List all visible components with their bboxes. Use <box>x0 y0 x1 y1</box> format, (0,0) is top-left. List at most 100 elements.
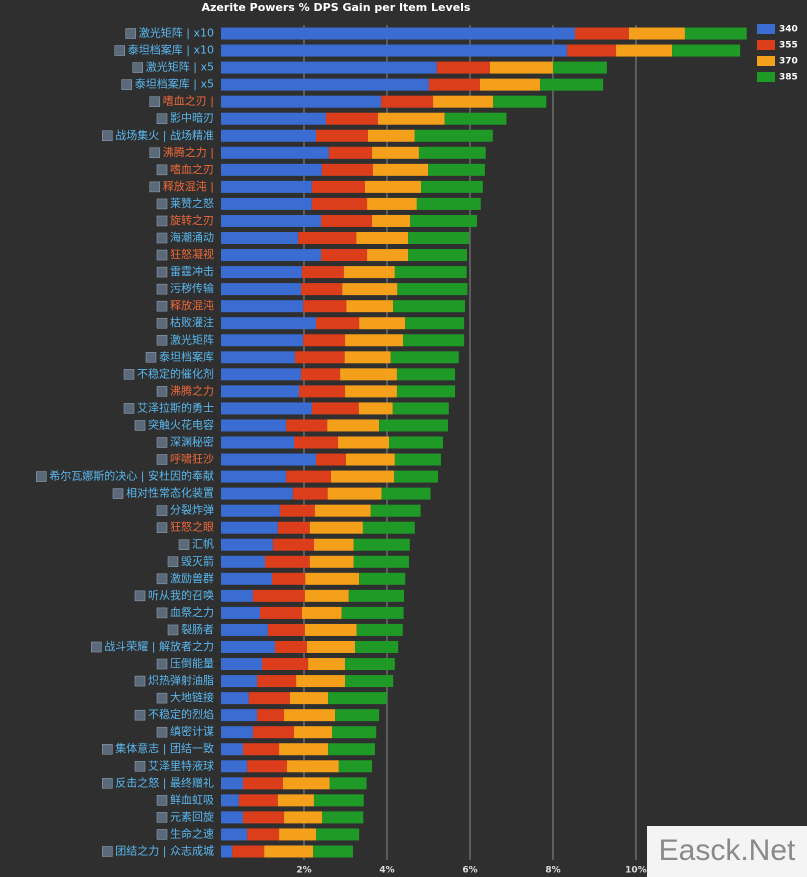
bar-segment <box>408 249 468 262</box>
category-label: 狂怒之眼 <box>170 520 214 534</box>
bar-segment <box>316 828 360 841</box>
bar-segment <box>232 845 265 858</box>
power-icon <box>156 113 168 124</box>
power-icon <box>156 283 168 295</box>
category-label: 莱赞之怒 <box>170 196 214 210</box>
bar-segment <box>321 163 373 176</box>
power-icon <box>156 386 168 397</box>
bar-segment <box>393 300 465 313</box>
bar-segment <box>284 811 323 824</box>
bar-segment <box>344 351 391 364</box>
bar-segment <box>221 27 575 40</box>
bar-segment <box>396 368 456 381</box>
bar-segment <box>428 78 480 91</box>
bar-segment <box>221 146 329 159</box>
bar-segment <box>292 487 328 500</box>
category-label: 激光矩阵 <box>170 332 214 346</box>
bar-segment <box>313 845 353 858</box>
bar-segment <box>294 436 339 449</box>
bar-segment <box>221 180 312 193</box>
bar-segment <box>421 180 483 193</box>
category-label: 毁灭箭 <box>181 554 214 568</box>
bar-segment <box>329 777 367 790</box>
category-label: 相对性常态化装置 <box>126 486 214 500</box>
bar-segment <box>279 828 317 841</box>
bar-segment <box>364 180 422 193</box>
power-icon <box>156 437 168 448</box>
category-label: 反击之怒 | 最终赠礼 <box>115 775 214 789</box>
bar-segment <box>221 95 382 108</box>
bar-segment <box>221 351 295 364</box>
power-icon <box>134 709 146 721</box>
bar-segment <box>221 129 317 142</box>
power-icon <box>134 675 146 687</box>
power-icon <box>167 556 179 568</box>
bar-segment <box>428 163 485 176</box>
bar-segment <box>416 197 481 210</box>
bar-segment <box>301 368 341 381</box>
bar-segment <box>221 317 317 330</box>
category-label: 鲜血虹吸 <box>170 792 214 806</box>
bar-segment <box>260 606 302 619</box>
bar-segment <box>309 521 363 534</box>
bar-segment <box>221 709 258 722</box>
bar-segment <box>294 351 345 364</box>
bar-segment <box>221 726 253 739</box>
bar-segment <box>221 760 248 773</box>
bar-segment <box>316 317 360 330</box>
bar-segment <box>221 794 239 807</box>
category-label: 海潮涌动 <box>170 230 214 244</box>
bar-segment <box>221 300 304 313</box>
power-icon <box>156 573 168 585</box>
bar-segment <box>221 658 263 671</box>
bar-segment <box>340 368 397 381</box>
power-icon <box>123 403 135 414</box>
bar-segment <box>221 112 326 125</box>
x-tick-label: 2% <box>296 866 311 876</box>
category-label: 泰坦档案库 | x10 <box>128 43 214 57</box>
bar-segment <box>396 385 456 398</box>
bar-segment <box>392 402 449 415</box>
power-icon <box>156 232 168 244</box>
bar-segment <box>262 658 309 671</box>
bar-segment <box>221 197 312 210</box>
bar-segment <box>221 743 243 756</box>
bar-segment <box>367 249 409 262</box>
bar-segment <box>353 555 409 568</box>
power-icon <box>156 829 168 840</box>
bar-segment <box>370 504 421 517</box>
bar-segment <box>277 521 310 534</box>
bar-segment <box>286 470 331 483</box>
category-label: 旋转之刃 <box>170 213 214 227</box>
bar-segment <box>221 214 322 227</box>
bar-segment <box>296 675 346 688</box>
category-label: 嗜血之刃 <box>170 162 214 176</box>
bar-segment <box>221 487 293 500</box>
bar-segment <box>221 232 299 245</box>
power-icon <box>112 488 124 499</box>
bar-segment <box>221 470 287 483</box>
category-label: 激光矩阵 | x10 <box>139 26 214 40</box>
bar-segment <box>372 163 429 176</box>
bar-segment <box>257 709 285 722</box>
bar-segment <box>684 27 747 40</box>
bar-segment <box>221 504 280 517</box>
power-icon <box>102 130 113 142</box>
category-label: 战场集火 | 战场精准 <box>115 128 214 142</box>
bar-segment <box>221 606 261 619</box>
bar-segment <box>306 640 356 653</box>
x-tick-label: 8% <box>545 866 560 876</box>
power-icon <box>156 726 168 738</box>
bar-segment <box>274 640 307 653</box>
bar-segment <box>221 845 233 858</box>
category-label: 枯败灌注 <box>170 315 214 329</box>
bar-segment <box>221 521 278 534</box>
bar-segment <box>242 743 280 756</box>
category-label: 艾泽里特液球 <box>148 758 214 772</box>
bar-segment <box>221 453 317 466</box>
legend-swatch <box>757 24 775 34</box>
power-icon <box>91 641 102 653</box>
category-label: 血祭之力 <box>170 605 214 619</box>
power-icon <box>156 215 168 227</box>
